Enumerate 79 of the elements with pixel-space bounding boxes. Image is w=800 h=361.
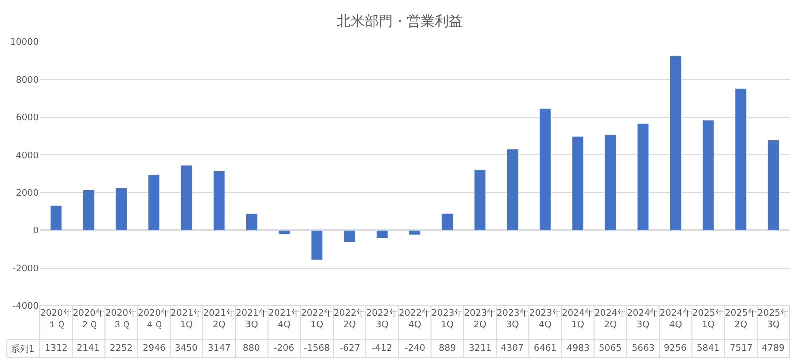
bar bbox=[278, 230, 291, 235]
bar bbox=[506, 149, 519, 231]
x-tick-label: 2021年3Q bbox=[236, 308, 268, 331]
data-label: 2252 bbox=[110, 344, 133, 354]
x-tick-label: 2023年1Q bbox=[432, 308, 464, 331]
data-label: 3211 bbox=[469, 344, 492, 354]
y-tick-label: 4000 bbox=[16, 151, 40, 162]
bar bbox=[311, 230, 324, 260]
data-label: 5841 bbox=[697, 344, 720, 354]
x-tick-label: 2024年1Q bbox=[562, 308, 594, 331]
bar bbox=[246, 214, 258, 231]
bar bbox=[148, 174, 160, 231]
data-label: 5663 bbox=[632, 344, 655, 354]
x-tick-label: 2025年3Q bbox=[758, 308, 790, 331]
y-tick-label: -4000 bbox=[12, 302, 40, 312]
x-tick-label: 2020年４Ｑ bbox=[138, 308, 170, 331]
bar bbox=[768, 140, 780, 231]
data-label: 889 bbox=[439, 344, 456, 354]
x-tick-label: 2020年３Ｑ bbox=[106, 308, 138, 331]
x-tick-label: 2021年1Q bbox=[170, 308, 203, 331]
x-tick-label: 2022年1Q bbox=[301, 308, 334, 331]
data-label: 3450 bbox=[175, 344, 198, 354]
bar bbox=[670, 56, 682, 231]
y-tick-label: 8000 bbox=[16, 76, 40, 86]
data-label: 4789 bbox=[762, 344, 786, 354]
x-tick-label: 2024年2Q bbox=[594, 308, 627, 331]
x-tick-label: 2021年4Q bbox=[268, 308, 301, 331]
chart-title: 北米部門・営業利益 bbox=[337, 14, 463, 30]
y-tick-label: 6000 bbox=[16, 114, 40, 124]
bar bbox=[116, 188, 128, 231]
data-label: 1312 bbox=[45, 344, 68, 354]
data-label: 880 bbox=[243, 344, 260, 354]
data-label: 3147 bbox=[208, 344, 231, 354]
x-tick-label: 2023年3Q bbox=[496, 308, 529, 331]
data-label: -1568 bbox=[304, 344, 330, 354]
x-tick-label: 2020年２Ｑ bbox=[72, 308, 105, 331]
data-label: -206 bbox=[274, 344, 295, 354]
x-tick-label: 2021年2Q bbox=[203, 308, 236, 331]
x-tick-label: 2023年2Q bbox=[464, 308, 496, 331]
data-label: -412 bbox=[372, 344, 392, 354]
bar bbox=[213, 170, 226, 231]
bar bbox=[344, 230, 356, 243]
bar bbox=[82, 190, 95, 231]
x-tick-label: 2022年4Q bbox=[399, 308, 431, 331]
x-tick-label: 2025年2Q bbox=[725, 308, 758, 331]
x-tick-label: 2020年１Ｑ bbox=[40, 308, 72, 331]
x-tick-label: 2022年3Q bbox=[366, 308, 398, 331]
bar bbox=[637, 124, 650, 231]
bar bbox=[735, 88, 748, 231]
y-tick-label: -2000 bbox=[12, 264, 40, 274]
bar bbox=[604, 134, 617, 231]
data-label: -240 bbox=[405, 344, 426, 354]
data-label: -627 bbox=[340, 344, 360, 354]
data-label: 6461 bbox=[534, 344, 557, 354]
text: 系列1 bbox=[11, 344, 35, 355]
bar bbox=[539, 108, 552, 231]
bar bbox=[474, 170, 486, 231]
data-label: 2946 bbox=[143, 344, 166, 354]
bar bbox=[376, 230, 388, 239]
data-label: 9256 bbox=[664, 344, 688, 354]
y-tick-label: 10000 bbox=[10, 38, 40, 48]
bar bbox=[442, 214, 454, 231]
data-label: 5065 bbox=[599, 344, 622, 354]
bar bbox=[50, 206, 62, 231]
bar bbox=[572, 136, 584, 231]
bar bbox=[702, 120, 714, 231]
data-label: 4983 bbox=[567, 344, 590, 354]
x-tick-label: 2023年4Q bbox=[529, 308, 562, 331]
x-tick-label: 2024年4Q bbox=[660, 308, 692, 331]
data-label: 4307 bbox=[501, 344, 524, 354]
bar bbox=[409, 230, 421, 236]
x-tick-label: 2024年3Q bbox=[627, 308, 660, 331]
data-label: 7517 bbox=[730, 344, 753, 354]
y-tick-label: 2000 bbox=[16, 189, 40, 200]
bar bbox=[180, 165, 193, 231]
x-tick-label: 2025年1Q bbox=[692, 308, 724, 331]
x-tick-label: 2022年2Q bbox=[334, 308, 366, 331]
data-label: 2141 bbox=[77, 344, 100, 354]
y-tick-label: 0 bbox=[33, 226, 40, 237]
